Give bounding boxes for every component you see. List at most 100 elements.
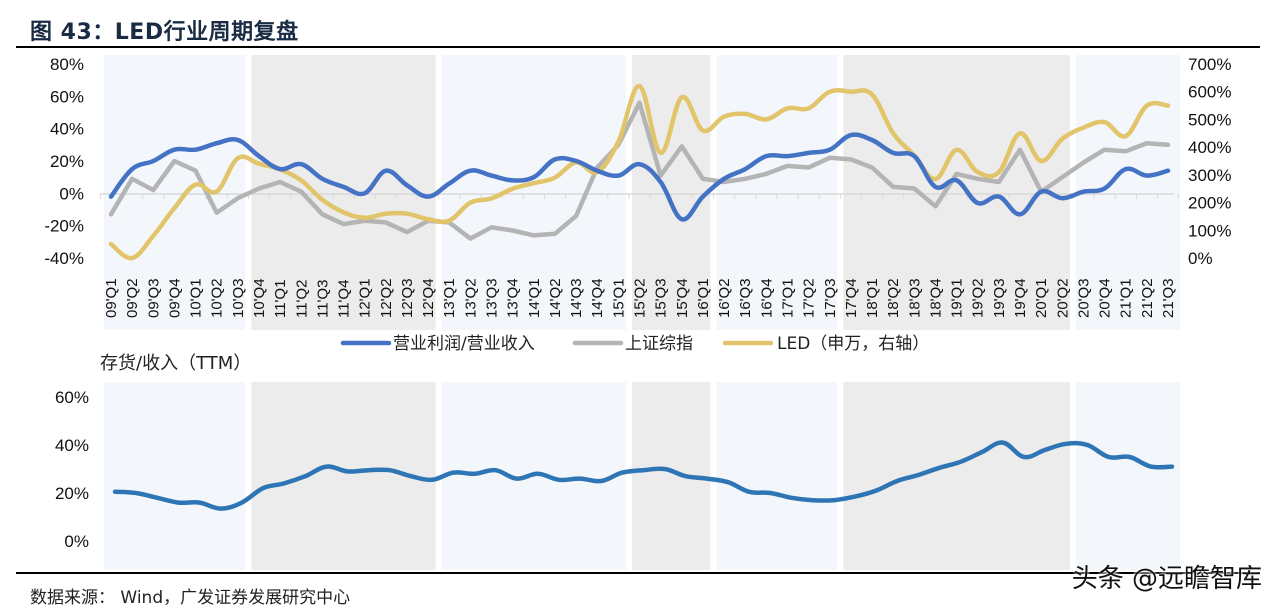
left-axis-tick-label: -40% bbox=[44, 249, 84, 268]
x-axis-tick-label: 21'Q3 bbox=[1160, 278, 1177, 318]
x-axis-tick-label: 20'Q1 bbox=[1033, 278, 1050, 318]
x-axis-tick-label: 15'Q2 bbox=[632, 278, 649, 318]
x-axis-tick-label: 13'Q4 bbox=[505, 278, 522, 318]
x-axis-tick-label: 15'Q3 bbox=[653, 278, 670, 318]
x-axis-tick-label: 11'Q1 bbox=[272, 280, 289, 318]
x-axis-tick-label: 20'Q3 bbox=[1075, 278, 1092, 318]
x-axis-tick-label: 19'Q4 bbox=[1012, 278, 1029, 318]
left-axis-tick-label: 20% bbox=[50, 152, 84, 171]
left-axis-tick-label: -20% bbox=[44, 217, 84, 236]
x-axis-tick-label: 17'Q1 bbox=[779, 278, 796, 318]
title-divider bbox=[16, 46, 1260, 48]
x-axis-tick-label: 09'Q3 bbox=[145, 278, 162, 318]
series-line-gold bbox=[108, 83, 1171, 261]
x-axis-tick-label: 19'Q3 bbox=[991, 278, 1008, 318]
shaded-period-light bbox=[1075, 382, 1180, 570]
x-axis-tick-label: 13'Q2 bbox=[462, 278, 479, 318]
left-axis-tick-label: 80% bbox=[50, 55, 84, 74]
x-axis-tick-label: 15'Q1 bbox=[610, 278, 627, 318]
x-axis-tick-label: 11'Q3 bbox=[314, 280, 331, 318]
x-axis-tick-label: 19'Q1 bbox=[949, 278, 966, 318]
x-axis-tick-label: 16'Q1 bbox=[695, 278, 712, 318]
inventory-chart-title: 存货/收入（TTM） bbox=[100, 353, 251, 374]
x-axis-tick-label: 10'Q2 bbox=[209, 278, 226, 318]
x-axis-tick-label: 18'Q1 bbox=[864, 278, 881, 318]
x-axis-tick-label: 20'Q2 bbox=[1054, 278, 1071, 318]
shaded-period-light bbox=[716, 55, 838, 330]
shaded-period-light bbox=[441, 55, 626, 330]
inventory-ratio-line bbox=[112, 440, 1175, 511]
x-axis-tick-label: 09'Q1 bbox=[103, 278, 120, 318]
x-axis-tick-label: 18'Q2 bbox=[885, 278, 902, 318]
left-axis-ticks: 80% 60% 40% 20% 0% -20% -40% bbox=[44, 55, 84, 268]
x-axis-tick-label: 17'Q4 bbox=[843, 278, 860, 318]
right-axis-tick-label: 100% bbox=[1188, 221, 1231, 240]
data-source: 数据来源： Wind，广发证券发展研究中心 bbox=[30, 588, 351, 608]
x-axis-tick-label: 09'Q2 bbox=[124, 278, 141, 318]
x-axis-tick-label: 17'Q2 bbox=[801, 278, 818, 318]
shaded-period-light bbox=[716, 382, 838, 570]
x-axis-tick-label: 18'Q3 bbox=[906, 278, 923, 318]
top-chart-lines bbox=[108, 83, 1171, 261]
x-axis-tick-label: 21'Q1 bbox=[1118, 278, 1135, 318]
right-axis-ticks: 700% 600% 500% 400% 300% 200% 100% 0% bbox=[1188, 55, 1231, 268]
footer-divider bbox=[16, 572, 1260, 574]
legend-label: LED（申万，右轴） bbox=[777, 334, 929, 354]
left-axis-tick-label: 0% bbox=[59, 184, 84, 203]
x-axis-tick-label: 14'Q1 bbox=[526, 278, 543, 318]
right-axis-tick-label: 700% bbox=[1188, 55, 1231, 74]
left-axis-tick-label: 40% bbox=[50, 120, 84, 139]
watermark: 头条 @远瞻智库 bbox=[1071, 564, 1262, 594]
x-axis-ticks: 09'Q1 09'Q2 09'Q3 09'Q4 10'Q1 10'Q2 10'Q3 10'Q4… bbox=[103, 278, 1177, 318]
x-axis-tick-label: 09'Q4 bbox=[166, 278, 183, 318]
x-axis-tick-label: 12'Q3 bbox=[399, 278, 416, 318]
x-axis-tick-label: 10'Q4 bbox=[251, 278, 268, 318]
bottom-chart-lines bbox=[112, 440, 1175, 511]
x-axis-tick-label: 18'Q4 bbox=[927, 278, 944, 318]
x-axis-tick-label: 20'Q4 bbox=[1097, 278, 1114, 318]
x-axis-tick-label: 17'Q3 bbox=[822, 278, 839, 318]
shaded-period-light bbox=[104, 55, 246, 330]
x-axis-tick-label: 19'Q2 bbox=[970, 278, 987, 318]
x-axis-tick-label: 12'Q1 bbox=[357, 278, 374, 318]
x-axis-tick-label: 12'Q4 bbox=[420, 278, 437, 318]
right-axis-tick-label: 0% bbox=[1188, 249, 1213, 268]
shaded-periods-bottom bbox=[104, 382, 1180, 570]
x-axis-tick-label: 13'Q3 bbox=[484, 278, 501, 318]
shaded-period-gray bbox=[251, 55, 436, 330]
x-axis-tick-label: 16'Q3 bbox=[737, 278, 754, 318]
x-axis-tick-label: 15'Q4 bbox=[674, 278, 691, 318]
right-axis-tick-label: 300% bbox=[1188, 166, 1231, 185]
bottom-axis-tick-label: 40% bbox=[55, 436, 89, 455]
x-axis-tick-label: 10'Q1 bbox=[188, 278, 205, 318]
legend-label: 营业利润/营业收入 bbox=[393, 334, 535, 354]
x-axis-tick-label: 13'Q1 bbox=[441, 278, 458, 318]
bottom-axis-tick-label: 0% bbox=[64, 532, 89, 551]
x-axis-tick-label: 14'Q2 bbox=[547, 278, 564, 318]
right-axis-tick-label: 200% bbox=[1188, 194, 1231, 213]
legend: 营业利润/营业收入 上证综指 LED（申万，右轴） bbox=[340, 334, 929, 354]
x-axis-tick-label: 14'Q4 bbox=[589, 278, 606, 318]
x-axis-tick-label: 21'Q2 bbox=[1139, 278, 1156, 318]
legend-label: 上证综指 bbox=[625, 334, 693, 354]
x-axis-tick-label: 14'Q3 bbox=[568, 278, 585, 318]
x-axis-tick-label: 12'Q2 bbox=[378, 278, 395, 318]
right-axis-tick-label: 400% bbox=[1188, 138, 1231, 157]
shaded-period-gray bbox=[843, 382, 1070, 570]
shaded-period-gray bbox=[843, 55, 1070, 330]
right-axis-tick-label: 500% bbox=[1188, 110, 1231, 129]
x-axis-tick-label: 11'Q4 bbox=[336, 280, 353, 318]
series-line-blue bbox=[108, 132, 1171, 222]
bottom-axis-tick-label: 20% bbox=[55, 484, 89, 503]
right-axis-tick-label: 600% bbox=[1188, 83, 1231, 102]
bottom-axis-tick-label: 60% bbox=[55, 388, 89, 407]
x-axis-tick-label: 11'Q2 bbox=[293, 280, 310, 318]
bottom-axis-ticks: 60% 40% 20% 0% bbox=[55, 388, 89, 551]
x-axis-tick-label: 16'Q4 bbox=[758, 278, 775, 318]
x-axis-tick-label: 16'Q2 bbox=[716, 278, 733, 318]
shaded-period-light bbox=[104, 382, 246, 570]
figure-title: 图 43：LED行业周期复盘 bbox=[30, 20, 299, 45]
series-line-gray bbox=[108, 100, 1171, 241]
x-axis-tick-label: 10'Q3 bbox=[230, 278, 247, 318]
